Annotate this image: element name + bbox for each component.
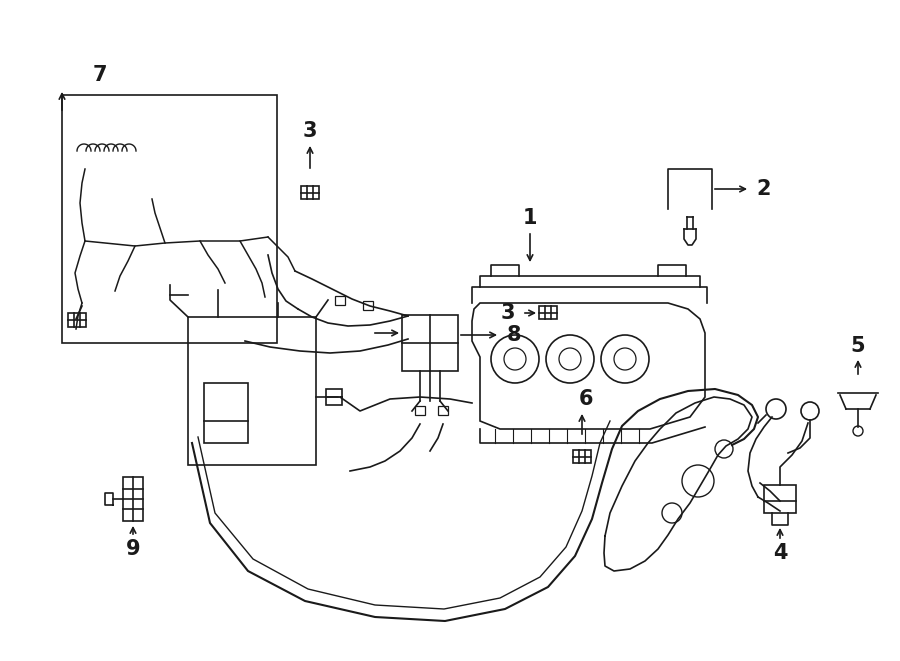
Bar: [402, 315, 458, 371]
Bar: [438, 406, 448, 415]
Bar: [764, 485, 796, 513]
Text: 5: 5: [850, 336, 865, 356]
Text: 1: 1: [523, 208, 537, 228]
Text: 4: 4: [773, 543, 788, 563]
Bar: [415, 406, 425, 415]
Bar: [363, 301, 373, 310]
Text: 2: 2: [757, 179, 771, 199]
Bar: [62, 95, 277, 343]
Bar: [123, 477, 143, 521]
Bar: [326, 389, 342, 405]
Text: 8: 8: [507, 325, 521, 345]
Bar: [188, 317, 316, 465]
Text: 3: 3: [500, 303, 515, 323]
Text: 9: 9: [126, 539, 140, 559]
Bar: [68, 313, 86, 327]
Bar: [573, 450, 591, 463]
Text: 7: 7: [93, 65, 107, 85]
Bar: [301, 186, 319, 199]
Text: 3: 3: [302, 121, 317, 141]
Bar: [539, 306, 557, 319]
Bar: [335, 296, 345, 305]
Text: 6: 6: [579, 389, 593, 409]
Bar: [204, 383, 248, 443]
